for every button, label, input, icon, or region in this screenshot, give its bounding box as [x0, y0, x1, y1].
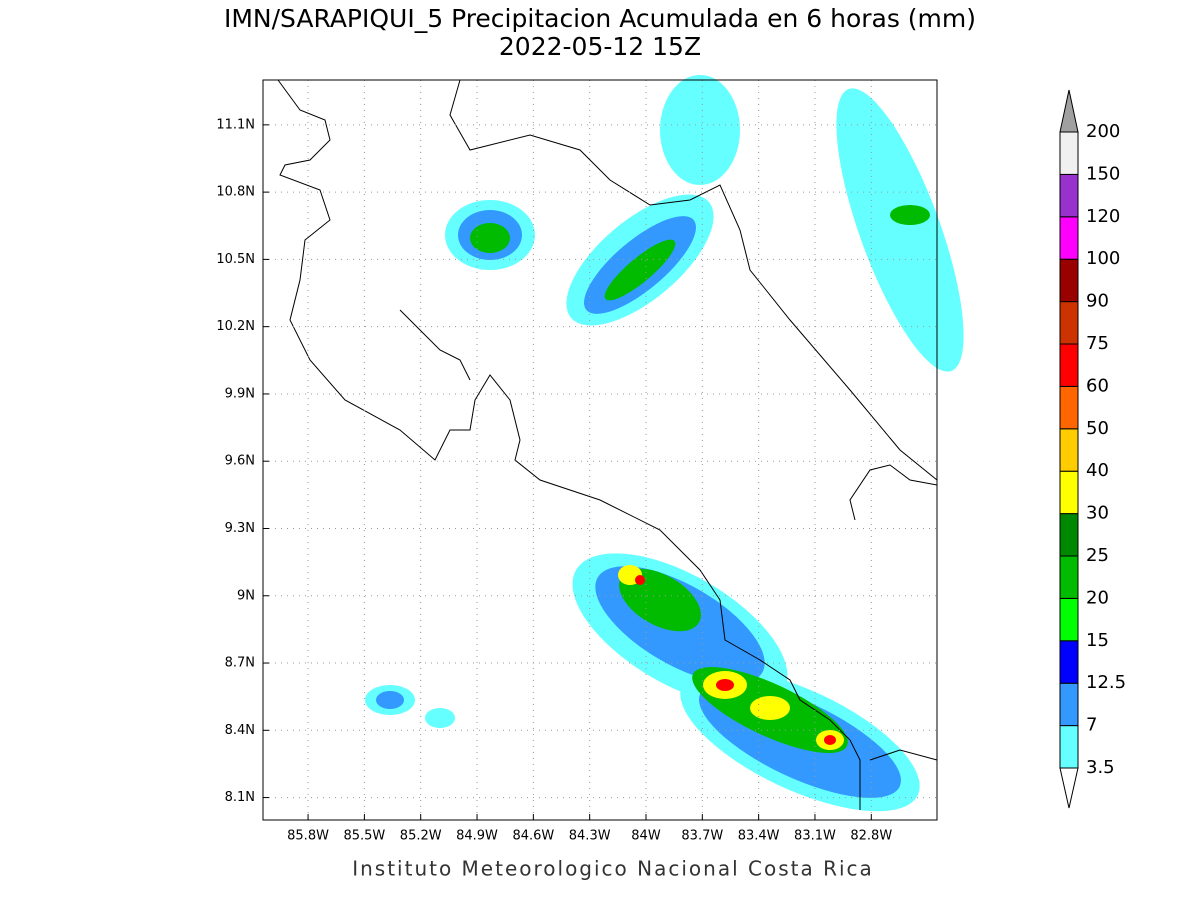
- lon-tick-label: 83.7W: [681, 829, 723, 844]
- lat-tick-label: 9N: [237, 588, 255, 603]
- precipitation-field: [365, 75, 964, 812]
- colorbar-band: [1059, 343, 1079, 387]
- colorbar-label: 3.5: [1086, 757, 1115, 778]
- colorbar-band: [1059, 725, 1079, 769]
- colorbar-label: 150: [1086, 163, 1120, 184]
- colorbar-label: 12.5: [1086, 672, 1126, 693]
- lon-tick-label: 85.8W: [287, 829, 329, 844]
- lon-tick-label: 84.3W: [569, 829, 611, 844]
- colorbar-label: 40: [1086, 460, 1109, 481]
- colorbar-label: 60: [1086, 375, 1109, 396]
- colorbar-label: 200: [1086, 121, 1120, 142]
- colorbar-label: 20: [1086, 587, 1109, 608]
- colorbar-band: [1059, 428, 1079, 472]
- coastline: [277, 79, 938, 810]
- colorbar-label: 30: [1086, 503, 1109, 524]
- footer: Instituto Meteorologico Nacional Costa R…: [352, 857, 874, 881]
- lat-tick-label: 8.7N: [225, 656, 255, 671]
- colorbar-band: [1059, 682, 1079, 727]
- colorbar-band: [1059, 301, 1079, 345]
- lat-tick-label: 11.1N: [216, 117, 255, 132]
- lon-tick-label: 84.6W: [512, 829, 554, 844]
- lat-tick-label: 9.6N: [225, 454, 255, 469]
- lat-tick-label: 8.1N: [225, 790, 255, 805]
- colorbar-band: [1059, 470, 1079, 515]
- lon-tick-label: 84W: [631, 829, 661, 844]
- title: IMN/SARAPIQUI_5 Precipitacion Acumulada …: [224, 4, 976, 33]
- grid: [263, 80, 937, 820]
- lat-tick-label: 9.9N: [225, 386, 255, 401]
- colorbar-label: 15: [1086, 630, 1109, 651]
- colorbar-label: 50: [1086, 418, 1109, 439]
- colorbar-label: 120: [1086, 206, 1120, 227]
- colorbar-band: [1059, 131, 1079, 175]
- subtitle: 2022-05-12 15Z: [499, 32, 701, 61]
- colorbar-band: [1059, 258, 1079, 303]
- lon-tick-label: 85.2W: [400, 829, 442, 844]
- map-frame: [262, 79, 938, 821]
- colorbar: 3.5 7 12.5 15 20 25 30 40 50 60 75 90 100 120 150 200: [1059, 89, 1126, 809]
- colorbar-label: 75: [1086, 333, 1109, 354]
- lat-tick-label: 10.5N: [216, 252, 255, 267]
- colorbar-band: [1059, 597, 1079, 642]
- colorbar-band: [1059, 173, 1079, 218]
- lat-tick-label: 10.2N: [216, 319, 255, 334]
- colorbar-label: 25: [1086, 545, 1109, 566]
- colorbar-band: [1059, 513, 1079, 557]
- lon-tick-label: 83.1W: [794, 829, 836, 844]
- lon-tick-label: 82.8W: [850, 829, 892, 844]
- colorbar-label: 100: [1086, 248, 1120, 269]
- colorbar-band: [1059, 640, 1079, 684]
- colorbar-band: [1059, 385, 1079, 430]
- lat-tick-label: 8.4N: [225, 723, 255, 738]
- lon-tick-label: 84.9W: [456, 829, 498, 844]
- colorbar-under: [1059, 767, 1079, 809]
- colorbar-over: [1059, 89, 1079, 133]
- colorbar-band: [1059, 555, 1079, 599]
- colorbar-band: [1059, 216, 1079, 260]
- colorbar-label: 7: [1086, 715, 1097, 736]
- lat-tick-label: 10.8N: [216, 185, 255, 200]
- colorbar-label: 90: [1086, 291, 1109, 312]
- lat-tick-label: 9.3N: [225, 521, 255, 536]
- lon-tick-label: 85.5W: [343, 829, 385, 844]
- lon-tick-label: 83.4W: [738, 829, 780, 844]
